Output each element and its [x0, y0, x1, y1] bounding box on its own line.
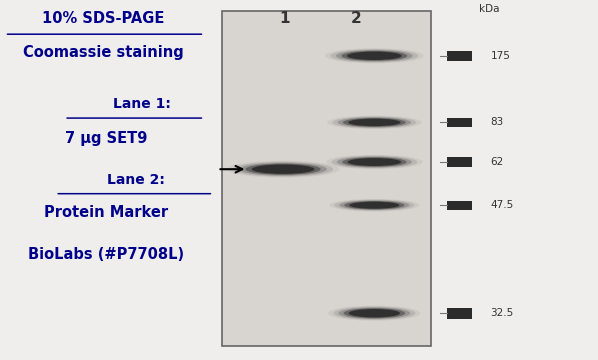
Text: BioLabs (#P7708L): BioLabs (#P7708L): [28, 247, 184, 262]
Text: 32.5: 32.5: [490, 308, 514, 318]
Ellipse shape: [333, 306, 416, 320]
Ellipse shape: [339, 200, 410, 210]
Ellipse shape: [347, 51, 402, 60]
Bar: [222, 11, 431, 346]
Text: 175: 175: [490, 51, 511, 61]
Ellipse shape: [348, 119, 401, 126]
Text: 10% SDS-PAGE: 10% SDS-PAGE: [42, 11, 164, 26]
Ellipse shape: [338, 307, 410, 319]
Ellipse shape: [334, 199, 414, 211]
Ellipse shape: [332, 116, 416, 129]
Ellipse shape: [341, 51, 407, 61]
Ellipse shape: [325, 48, 424, 63]
Ellipse shape: [347, 158, 401, 166]
Ellipse shape: [327, 116, 422, 129]
Text: 83: 83: [490, 117, 504, 127]
Ellipse shape: [344, 308, 405, 318]
Bar: [447, 308, 472, 319]
Bar: [447, 201, 472, 210]
Ellipse shape: [246, 163, 321, 175]
Text: Protein Marker: Protein Marker: [44, 205, 168, 220]
Text: 47.5: 47.5: [490, 200, 514, 210]
Ellipse shape: [338, 117, 411, 128]
Ellipse shape: [233, 162, 333, 177]
Ellipse shape: [349, 202, 399, 209]
Ellipse shape: [326, 155, 423, 169]
Text: kDa: kDa: [479, 4, 499, 14]
Text: Lane 1:: Lane 1:: [113, 97, 170, 111]
Ellipse shape: [252, 165, 315, 174]
Ellipse shape: [329, 199, 419, 212]
Text: Coomassie staining: Coomassie staining: [23, 45, 184, 60]
Text: 1: 1: [280, 11, 290, 26]
Bar: [447, 157, 472, 167]
Ellipse shape: [328, 306, 420, 321]
Ellipse shape: [336, 50, 413, 62]
Ellipse shape: [337, 157, 412, 167]
Bar: [447, 51, 472, 61]
Ellipse shape: [343, 118, 406, 127]
Ellipse shape: [344, 201, 404, 210]
Ellipse shape: [239, 163, 327, 176]
Ellipse shape: [349, 309, 400, 318]
Text: 7 μg SET9: 7 μg SET9: [65, 131, 147, 147]
Ellipse shape: [331, 49, 418, 63]
Text: 62: 62: [490, 157, 504, 167]
Ellipse shape: [227, 161, 340, 177]
Text: Lane 2:: Lane 2:: [107, 173, 164, 187]
Ellipse shape: [331, 156, 417, 168]
Text: 2: 2: [351, 11, 362, 26]
Ellipse shape: [342, 157, 407, 167]
Bar: [447, 118, 472, 127]
